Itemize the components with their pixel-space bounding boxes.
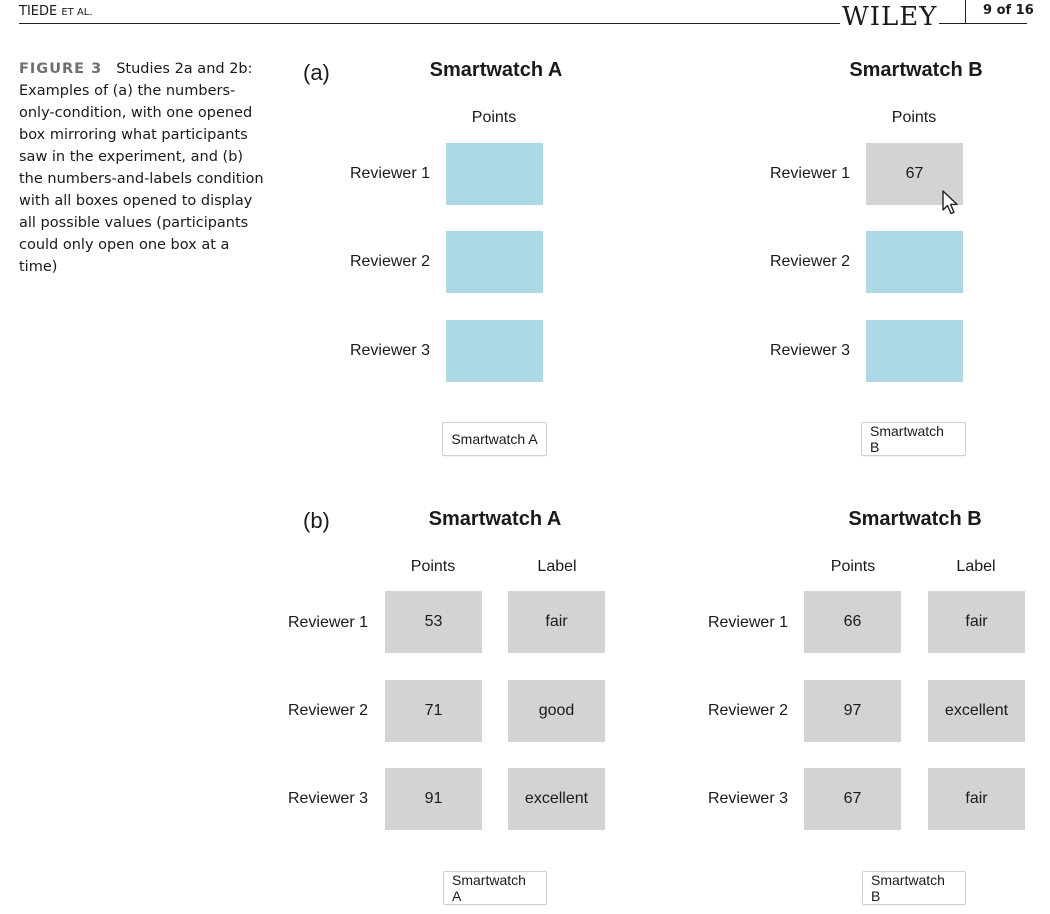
panel-a-sw-b-reviewer-3-label: Reviewer 3 bbox=[769, 342, 850, 359]
panel-b-smartwatch-a-title: Smartwatch A bbox=[428, 508, 562, 530]
panel-b-sw-a-label-box-2[interactable]: good bbox=[508, 680, 605, 742]
panel-b-sw-b-label-header: Label bbox=[956, 558, 996, 575]
running-head: TIEDE ET AL. bbox=[19, 4, 93, 19]
panel-b-letter: (b) bbox=[303, 508, 330, 533]
panel-a-sw-a-points-box-2[interactable] bbox=[446, 231, 543, 293]
mouse-pointer-icon bbox=[942, 190, 958, 215]
panel-b-sw-b-points-box-3[interactable]: 67 bbox=[804, 768, 901, 830]
panel-b-sw-b-label-box-2[interactable]: excellent bbox=[928, 680, 1025, 742]
panel-b-sw-b-reviewer-3-label: Reviewer 3 bbox=[707, 790, 788, 807]
panel-b-smartwatch-b-button[interactable]: Smartwatch B bbox=[862, 871, 966, 905]
panel-b-smartwatch-b-title: Smartwatch B bbox=[848, 508, 982, 530]
panel-a-sw-a-reviewer-1-label: Reviewer 1 bbox=[349, 165, 430, 182]
panel-a-sw-b-points-box-2[interactable] bbox=[866, 231, 963, 293]
panel-b-sw-a-label-box-1[interactable]: fair bbox=[508, 591, 605, 653]
page-number: 9 of 16 bbox=[983, 3, 1034, 18]
panel-b-sw-a-label-box-3[interactable]: excellent bbox=[508, 768, 605, 830]
panel-a-sw-b-points-box-3[interactable] bbox=[866, 320, 963, 382]
figure-caption: FIGURE 3 Studies 2a and 2b: Examples of (… bbox=[19, 58, 269, 278]
caption-text: Studies 2a and 2b: Examples of (a) the n… bbox=[19, 61, 264, 275]
panel-b-sw-a-points-header: Points bbox=[410, 558, 456, 575]
panel-a-smartwatch-b-points-header: Points bbox=[891, 109, 937, 126]
panel-b-sw-b-reviewer-2-label: Reviewer 2 bbox=[707, 702, 788, 719]
panel-b-smartwatch-a-button[interactable]: Smartwatch A bbox=[443, 871, 547, 905]
panel-a-sw-b-reviewer-1-label: Reviewer 1 bbox=[769, 165, 850, 182]
panel-b-sw-a-points-box-1[interactable]: 53 bbox=[385, 591, 482, 653]
panel-a-smartwatch-b-title: Smartwatch B bbox=[849, 59, 983, 81]
panel-a-smartwatch-a-points-header: Points bbox=[471, 109, 517, 126]
author-name: TIEDE bbox=[19, 4, 58, 19]
panel-a-sw-a-reviewer-3-label: Reviewer 3 bbox=[349, 342, 430, 359]
panel-a-smartwatch-a-button[interactable]: Smartwatch A bbox=[442, 422, 547, 456]
panel-b-sw-a-points-box-3[interactable]: 91 bbox=[385, 768, 482, 830]
panel-b-sw-b-reviewer-1-label: Reviewer 1 bbox=[707, 614, 788, 631]
panel-a-sw-b-reviewer-2-label: Reviewer 2 bbox=[769, 253, 850, 270]
page-number-box bbox=[965, 0, 1028, 23]
panel-a-smartwatch-a-title: Smartwatch A bbox=[429, 59, 563, 81]
panel-a-sw-a-points-box-3[interactable] bbox=[446, 320, 543, 382]
panel-b-sw-b-label-box-1[interactable]: fair bbox=[928, 591, 1025, 653]
figure-label: FIGURE 3 bbox=[19, 61, 103, 77]
panel-b-sw-a-reviewer-1-label: Reviewer 1 bbox=[287, 614, 368, 631]
panel-b-sw-b-points-header: Points bbox=[830, 558, 876, 575]
panel-b-sw-a-label-header: Label bbox=[537, 558, 577, 575]
panel-b-sw-b-points-box-1[interactable]: 66 bbox=[804, 591, 901, 653]
panel-a-sw-a-reviewer-2-label: Reviewer 2 bbox=[349, 253, 430, 270]
panel-b-sw-a-points-box-2[interactable]: 71 bbox=[385, 680, 482, 742]
header-rule bbox=[19, 23, 1027, 24]
panel-a-letter: (a) bbox=[303, 60, 330, 85]
panel-b-sw-a-reviewer-3-label: Reviewer 3 bbox=[287, 790, 368, 807]
panel-a-sw-a-points-box-1[interactable] bbox=[446, 143, 543, 205]
et-al: ET AL. bbox=[61, 7, 93, 18]
panel-b-sw-a-reviewer-2-label: Reviewer 2 bbox=[287, 702, 368, 719]
panel-a-smartwatch-b-button[interactable]: Smartwatch B bbox=[861, 422, 966, 456]
panel-b-sw-b-label-box-3[interactable]: fair bbox=[928, 768, 1025, 830]
panel-b-sw-b-points-box-2[interactable]: 97 bbox=[804, 680, 901, 742]
publisher-logo: WILEY bbox=[840, 2, 940, 32]
